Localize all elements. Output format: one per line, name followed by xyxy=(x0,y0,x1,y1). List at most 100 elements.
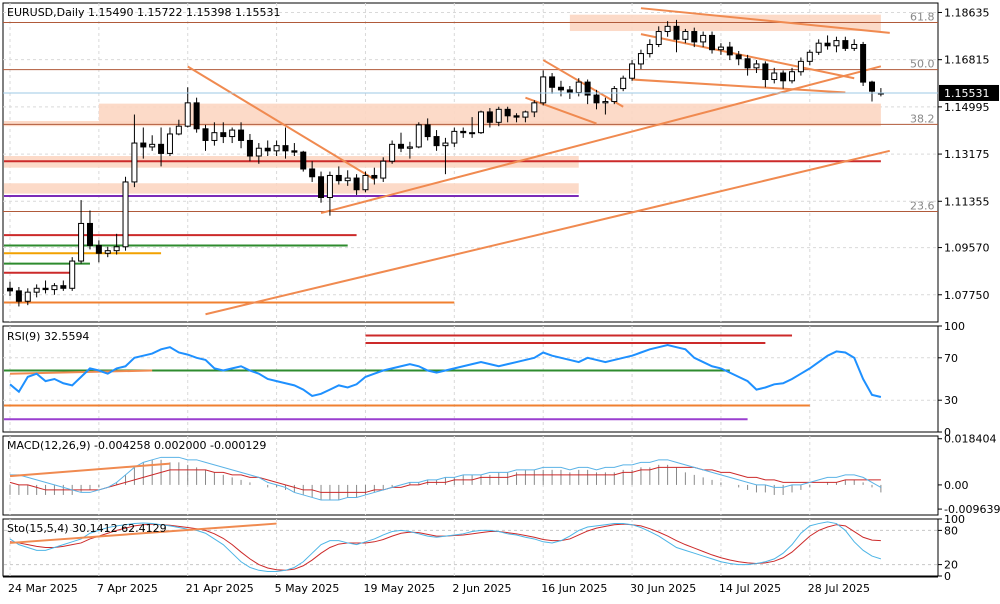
trendline xyxy=(632,78,846,94)
candle xyxy=(540,70,547,106)
candle xyxy=(637,49,644,70)
candle xyxy=(362,171,369,193)
candle xyxy=(60,280,67,291)
candle-body xyxy=(575,81,582,93)
candle xyxy=(744,54,751,76)
candle-body xyxy=(664,25,671,33)
current-price-tag xyxy=(939,84,999,101)
candle-body xyxy=(860,43,867,83)
fibonacci-level-label: 38.2 xyxy=(910,112,935,125)
candle xyxy=(789,67,796,84)
candle xyxy=(824,35,831,50)
sto-tick-label: 20 xyxy=(944,559,958,572)
candle xyxy=(700,31,707,48)
candle-body xyxy=(717,46,724,51)
sto-tick-label: 80 xyxy=(944,524,958,537)
candle-body xyxy=(691,31,698,43)
candle xyxy=(735,50,742,66)
date-tick-label: 14 Jul 2025 xyxy=(719,582,781,595)
rsi-trendline xyxy=(9,369,153,375)
candle xyxy=(726,41,733,61)
candle-body xyxy=(753,63,760,69)
candle-body xyxy=(637,53,644,65)
candle-body xyxy=(433,136,440,147)
trendline xyxy=(525,96,597,125)
candle-body xyxy=(629,63,636,79)
candle xyxy=(389,140,396,164)
candle xyxy=(131,114,138,188)
candle xyxy=(175,119,182,136)
sto-tick-label: 100 xyxy=(944,513,965,526)
candle xyxy=(673,19,680,53)
candle xyxy=(842,36,849,51)
price-tick-label: 1.13175 xyxy=(944,148,990,161)
candle-body xyxy=(362,174,369,191)
candle-body xyxy=(700,34,707,43)
rsi-pane xyxy=(2,325,939,433)
candle-body xyxy=(273,145,280,152)
rsi-tick-label: 30 xyxy=(944,394,958,407)
candle xyxy=(335,166,342,185)
fibonacci-level-label: 61.8 xyxy=(910,10,935,23)
candle-body xyxy=(593,94,600,104)
date-tick-label: 19 May 2025 xyxy=(363,582,435,595)
candle xyxy=(611,85,618,105)
candle-body xyxy=(15,290,22,302)
candle-body xyxy=(318,176,325,199)
rsi-tick-label: 100 xyxy=(944,320,965,333)
date-tick-label: 21 Apr 2025 xyxy=(186,582,254,595)
candle xyxy=(78,200,85,264)
candle xyxy=(264,140,271,157)
candle xyxy=(273,140,280,157)
candle xyxy=(229,127,236,144)
candle xyxy=(202,124,209,151)
candle-body xyxy=(851,43,858,49)
trendline xyxy=(187,65,375,181)
candle-body xyxy=(460,130,467,134)
macd-pane xyxy=(2,435,939,516)
candle xyxy=(211,122,218,146)
candle xyxy=(255,143,262,164)
candle xyxy=(655,26,662,48)
candle xyxy=(24,288,31,306)
price-tick-label: 1.09570 xyxy=(944,242,990,255)
candle xyxy=(477,110,484,134)
candle xyxy=(380,157,387,182)
candle xyxy=(549,73,556,94)
candle-body xyxy=(513,115,520,118)
candle-body xyxy=(175,125,182,135)
date-tick-label: 24 Mar 2025 xyxy=(8,582,78,595)
candle-body xyxy=(415,124,422,148)
candle xyxy=(344,170,351,186)
candle xyxy=(51,283,58,295)
rsi-label: RSI(9) 32.5594 xyxy=(7,330,89,343)
candle-body xyxy=(220,132,227,138)
candle xyxy=(140,127,147,159)
candle xyxy=(780,70,787,89)
candle-body xyxy=(149,143,156,148)
candle xyxy=(495,106,502,127)
candle xyxy=(433,130,440,151)
candle xyxy=(353,174,360,195)
price-tick-label: 1.18635 xyxy=(944,6,990,19)
candle-body xyxy=(406,146,413,149)
candle-body xyxy=(60,285,67,289)
candle-body xyxy=(86,222,93,246)
candle-body xyxy=(24,291,31,302)
sto-pane xyxy=(2,518,939,577)
candle xyxy=(442,137,449,175)
candle-body xyxy=(611,88,618,103)
sto-tick-label: 0 xyxy=(944,570,951,583)
candle-body xyxy=(797,60,804,73)
candle-body xyxy=(682,31,689,40)
candle xyxy=(398,132,405,153)
candle xyxy=(691,27,698,48)
candle-body xyxy=(842,40,849,49)
candle xyxy=(620,75,627,92)
candle-body xyxy=(335,174,342,182)
candle xyxy=(806,49,813,66)
supply-demand-zone xyxy=(4,121,881,127)
candle xyxy=(709,31,716,54)
candle-body xyxy=(442,142,449,147)
